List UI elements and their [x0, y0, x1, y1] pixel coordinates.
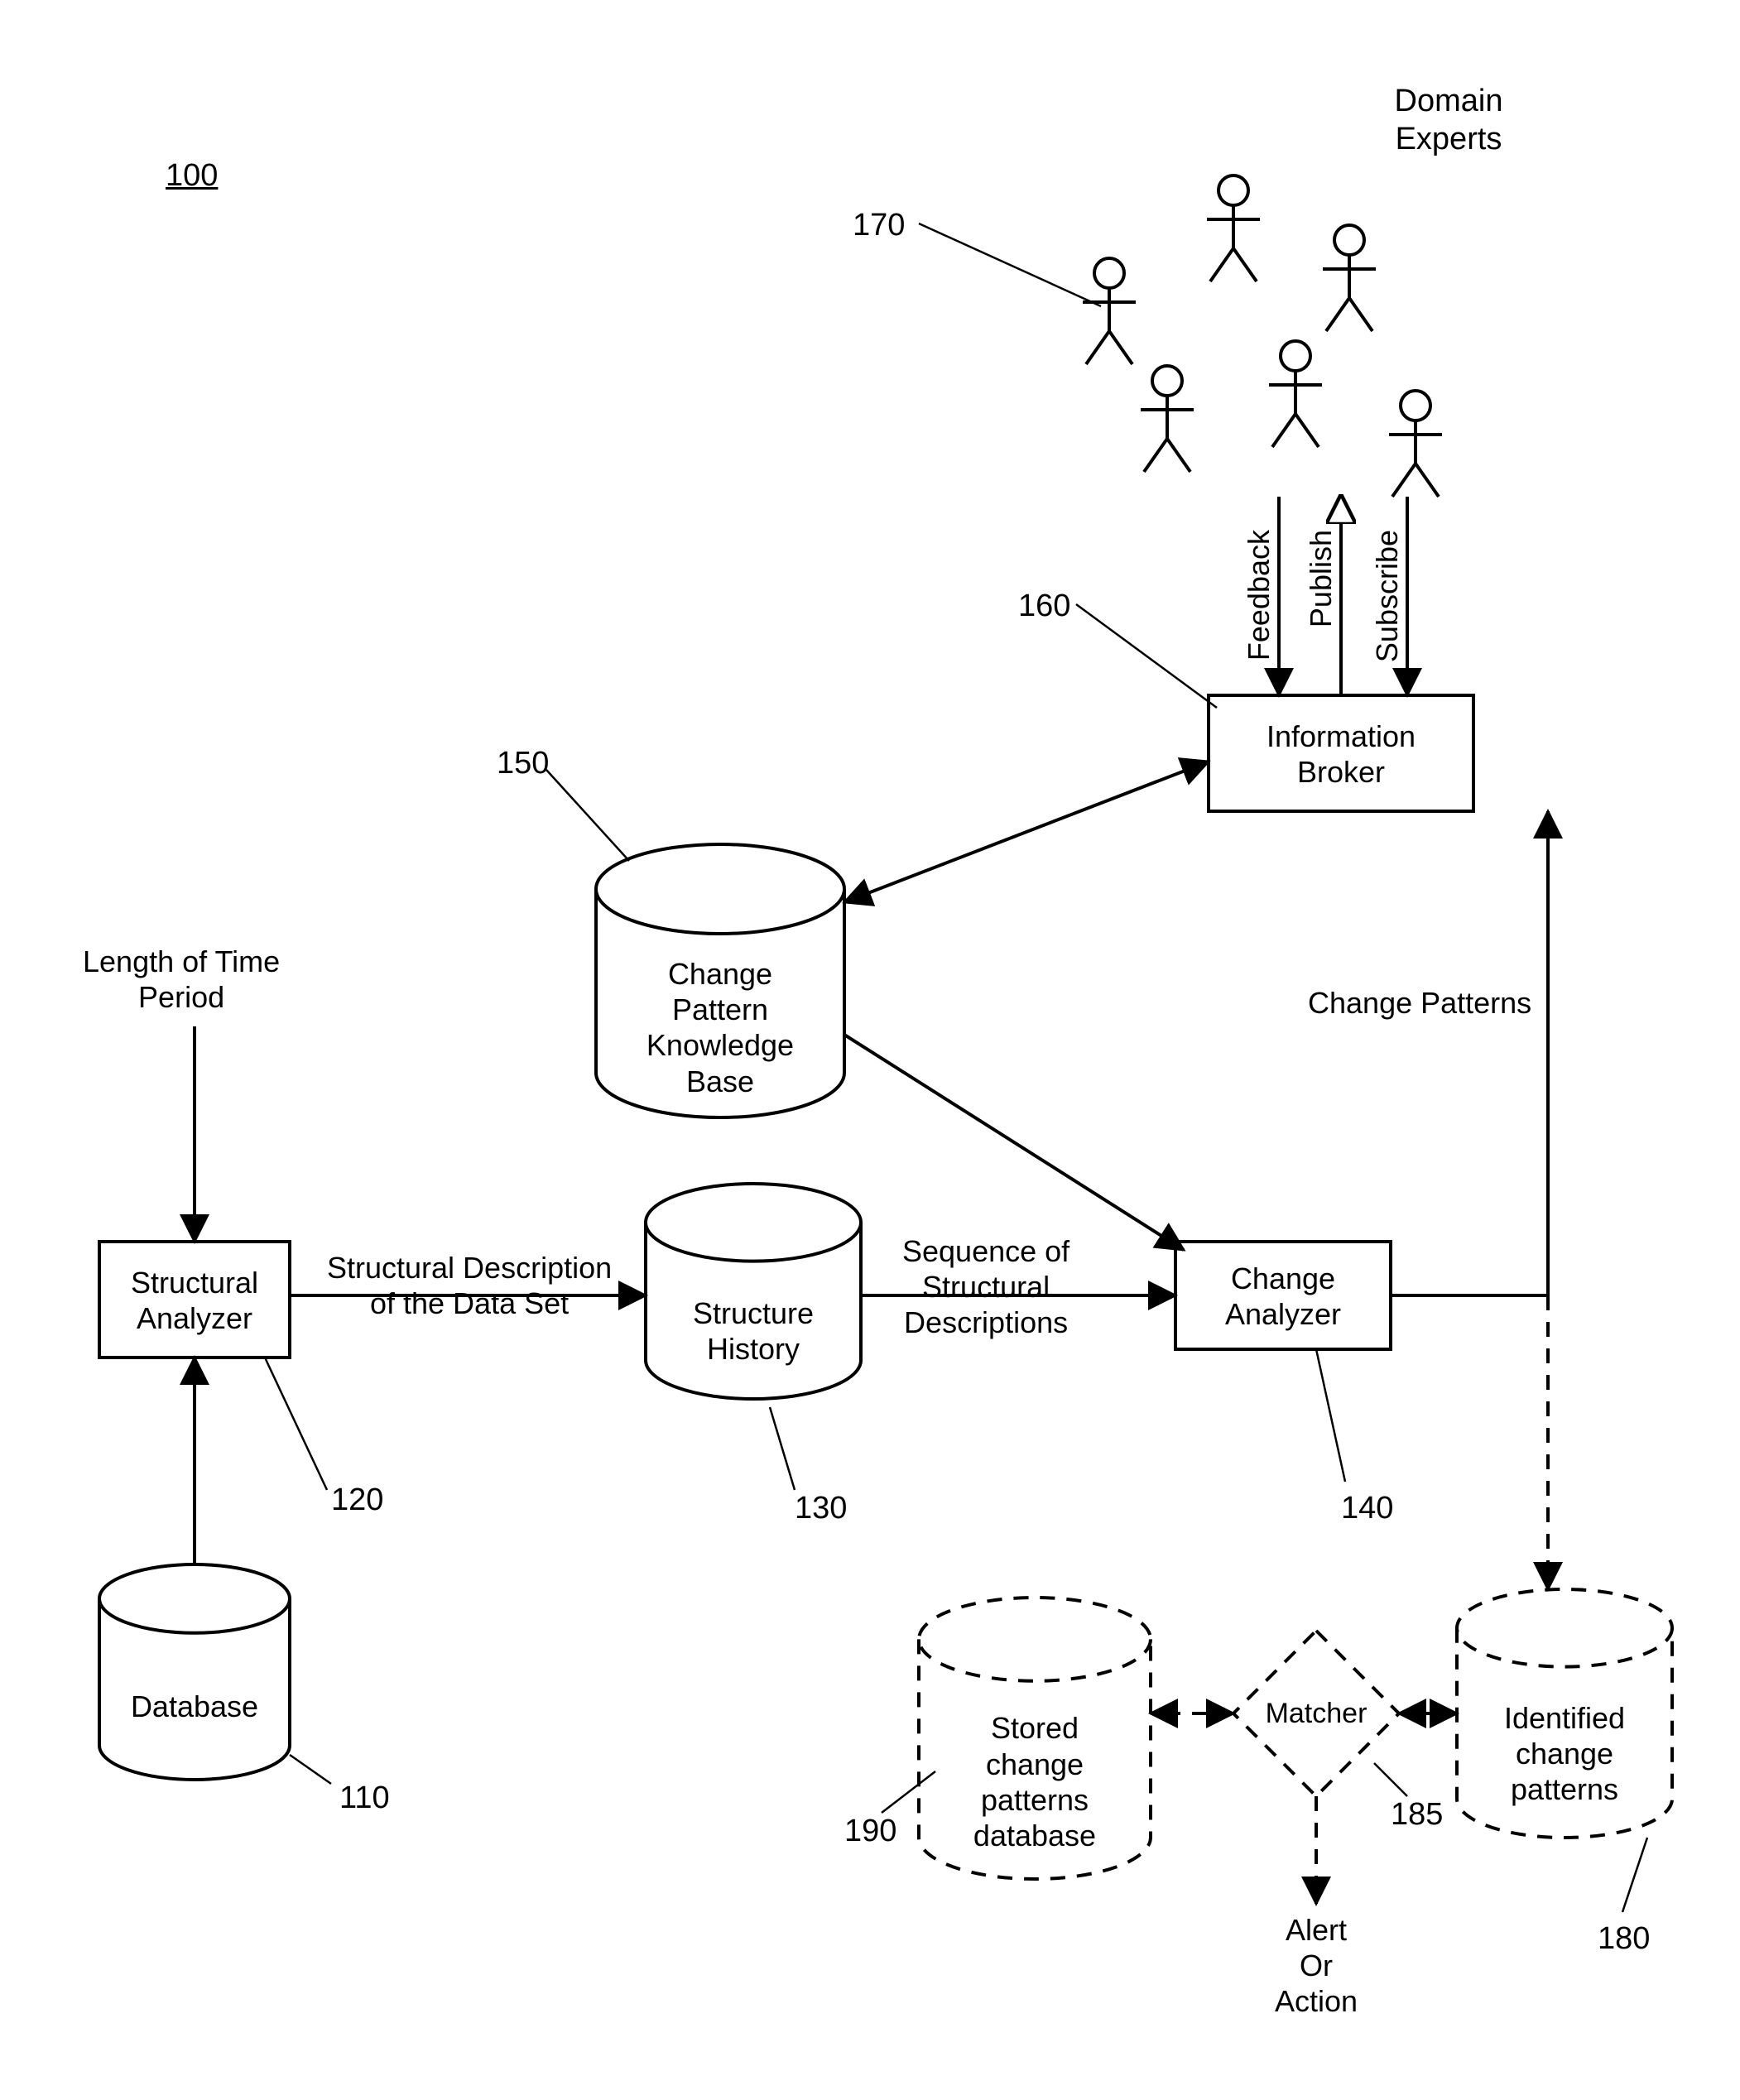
diagram-label: 160	[1018, 588, 1070, 626]
diagram-label: 140	[1341, 1490, 1393, 1528]
diagram-label: Domain Experts	[1324, 83, 1573, 158]
diagram-label: 100	[166, 157, 218, 195]
diagram-label: Structure History	[646, 1295, 861, 1367]
diagram-label: Identified change patterns	[1457, 1700, 1672, 1808]
diagram-label: Database	[99, 1689, 290, 1724]
diagram-label: 120	[331, 1482, 383, 1520]
diagram-canvas: Database Structural Analyzer Structure His…	[0, 0, 1740, 2100]
diagram-label: Structural Description of the Data Set	[327, 1250, 612, 1321]
diagram-label: Length of Time Period	[83, 944, 280, 1015]
diagram-label: Change Patterns	[1308, 985, 1531, 1021]
diagram-label: Stored change patterns database	[919, 1710, 1151, 1853]
diagram-label: 185	[1391, 1796, 1443, 1834]
diagram-label: Sequence of Structural Descriptions	[902, 1233, 1069, 1341]
diagram-label: Structural Analyzer	[99, 1265, 290, 1336]
diagram-label: Publish	[1304, 530, 1339, 627]
diagram-label: Information Broker	[1209, 718, 1473, 790]
diagram-label: 110	[339, 1780, 390, 1818]
diagram-label: 150	[497, 745, 549, 783]
diagram-label: Matcher	[1233, 1697, 1399, 1731]
diagram-label: Subscribe	[1370, 530, 1405, 662]
diagram-label: Feedback	[1242, 530, 1276, 661]
diagram-label: 190	[844, 1813, 896, 1851]
diagram-label: Change Pattern Knowledge Base	[596, 956, 844, 1099]
diagram-label: 170	[853, 207, 905, 245]
diagram-label: 130	[795, 1490, 847, 1528]
diagram-label: 180	[1598, 1920, 1650, 1958]
diagram-label: Alert Or Action	[1275, 1912, 1358, 2020]
diagram-label: Change Analyzer	[1175, 1261, 1391, 1332]
